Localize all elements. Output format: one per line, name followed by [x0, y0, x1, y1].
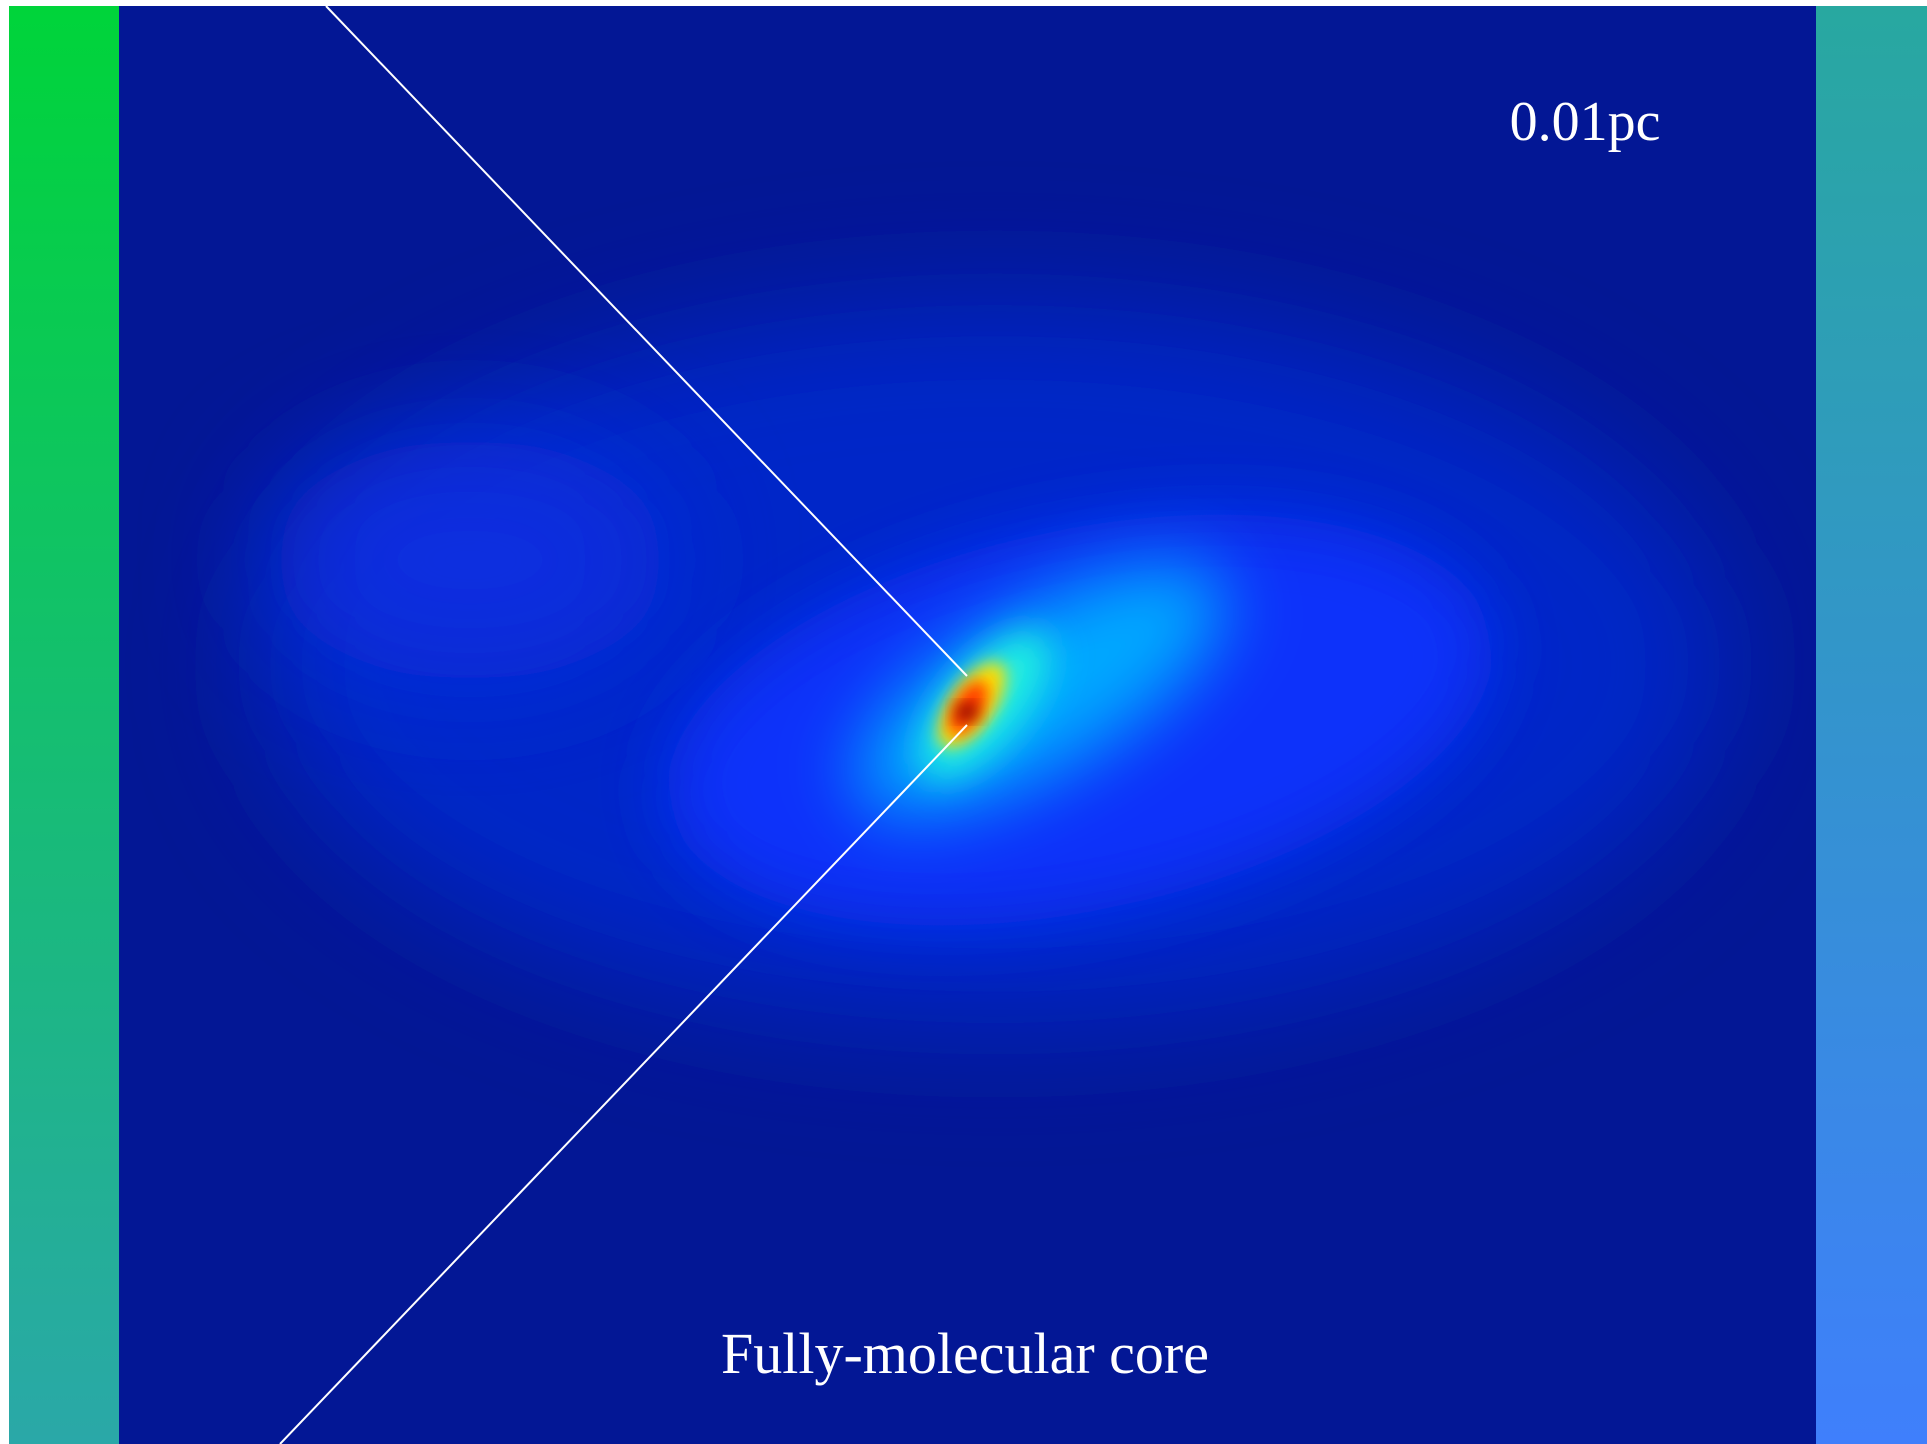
- right-strip: [1816, 6, 1927, 1444]
- core: [956, 705, 978, 719]
- page: 0.01pc Fully-molecular core (() => { con…: [0, 0, 1927, 1444]
- left-strip: [9, 6, 119, 1444]
- scale-label: 0.01pc: [1510, 91, 1661, 153]
- caption: Fully-molecular core: [721, 1321, 1209, 1386]
- left-clump: [270, 440, 670, 680]
- density-map: [119, 6, 1816, 1444]
- scene: 0.01pc Fully-molecular core: [0, 0, 1927, 1444]
